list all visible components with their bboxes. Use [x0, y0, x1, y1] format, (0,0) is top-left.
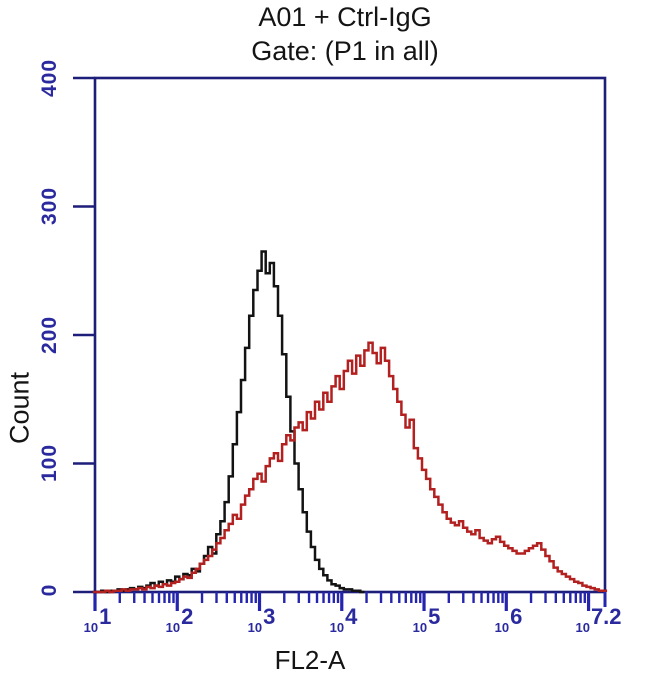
x-tick-label-10e4: 104: [329, 604, 358, 638]
chart-title-block: A01 + Ctrl-IgG Gate: (P1 in all): [95, 0, 595, 68]
chart-subtitle: Gate: (P1 in all): [251, 36, 439, 66]
x-tick-base: 10: [494, 620, 510, 635]
x-tick-label-10e3: 103: [247, 604, 276, 638]
x-tick-base: 10: [575, 620, 590, 635]
y-tick-label-0: 0: [38, 583, 61, 597]
y-tick-label-200: 200: [38, 315, 61, 355]
x-tick-label-10e5: 105: [412, 604, 441, 638]
x-tick-label-10e7-2: 107.2: [575, 604, 621, 638]
x-tick-base: 10: [83, 620, 99, 635]
x-tick-exponent: 3: [263, 604, 276, 629]
y-tick-label-300: 300: [38, 186, 61, 226]
x-tick-exponent: 7.2: [590, 604, 622, 629]
x-tick-exponent: 1: [99, 604, 112, 629]
x-tick-base: 10: [247, 620, 263, 635]
x-tick-base: 10: [165, 620, 181, 635]
x-tick-label-10e2: 102: [165, 604, 194, 638]
y-axis-title: Count: [4, 371, 35, 445]
x-tick-label-10e1: 101: [83, 604, 112, 638]
x-tick-label-10e6: 106: [494, 604, 523, 638]
x-tick-exponent: 6: [510, 604, 523, 629]
y-tick-label-400: 400: [38, 58, 61, 98]
y-tick-label-100: 100: [38, 443, 61, 483]
x-tick-base: 10: [412, 620, 428, 635]
x-axis-title: FL2-A: [274, 645, 346, 675]
x-tick-exponent: 2: [181, 604, 194, 629]
x-tick-exponent: 4: [345, 604, 358, 629]
x-tick-exponent: 5: [428, 604, 441, 629]
x-tick-base: 10: [329, 620, 345, 635]
chart-title: A01 + Ctrl-IgG: [258, 2, 432, 32]
